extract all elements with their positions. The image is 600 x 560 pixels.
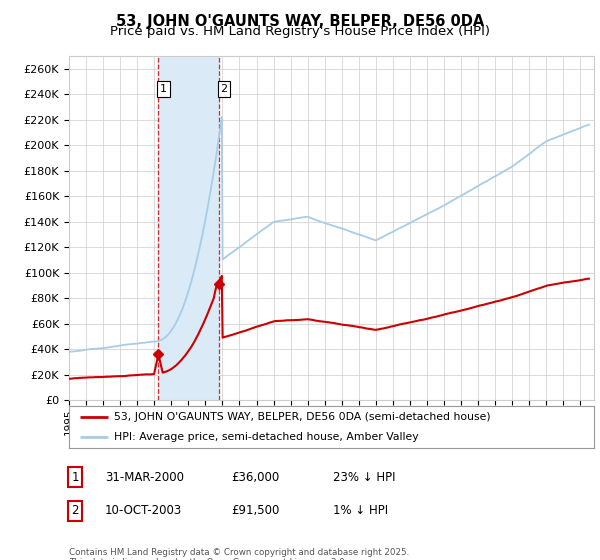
Text: 10-OCT-2003: 10-OCT-2003 xyxy=(105,504,182,517)
Text: 1% ↓ HPI: 1% ↓ HPI xyxy=(333,504,388,517)
Text: HPI: Average price, semi-detached house, Amber Valley: HPI: Average price, semi-detached house,… xyxy=(113,432,418,442)
Text: 53, JOHN O'GAUNTS WAY, BELPER, DE56 0DA (semi-detached house): 53, JOHN O'GAUNTS WAY, BELPER, DE56 0DA … xyxy=(113,412,490,422)
Text: Contains HM Land Registry data © Crown copyright and database right 2025.
This d: Contains HM Land Registry data © Crown c… xyxy=(69,548,409,560)
Text: 31-MAR-2000: 31-MAR-2000 xyxy=(105,470,184,484)
Text: 23% ↓ HPI: 23% ↓ HPI xyxy=(333,470,395,484)
Text: £91,500: £91,500 xyxy=(231,504,280,517)
Text: 1: 1 xyxy=(71,470,79,484)
Bar xyxy=(158,56,218,400)
Text: 2: 2 xyxy=(71,504,79,517)
Text: 53, JOHN O'GAUNTS WAY, BELPER, DE56 0DA: 53, JOHN O'GAUNTS WAY, BELPER, DE56 0DA xyxy=(116,14,484,29)
Text: £36,000: £36,000 xyxy=(231,470,279,484)
Text: 2: 2 xyxy=(220,84,227,94)
Text: 1: 1 xyxy=(160,84,167,94)
Text: Price paid vs. HM Land Registry's House Price Index (HPI): Price paid vs. HM Land Registry's House … xyxy=(110,25,490,38)
